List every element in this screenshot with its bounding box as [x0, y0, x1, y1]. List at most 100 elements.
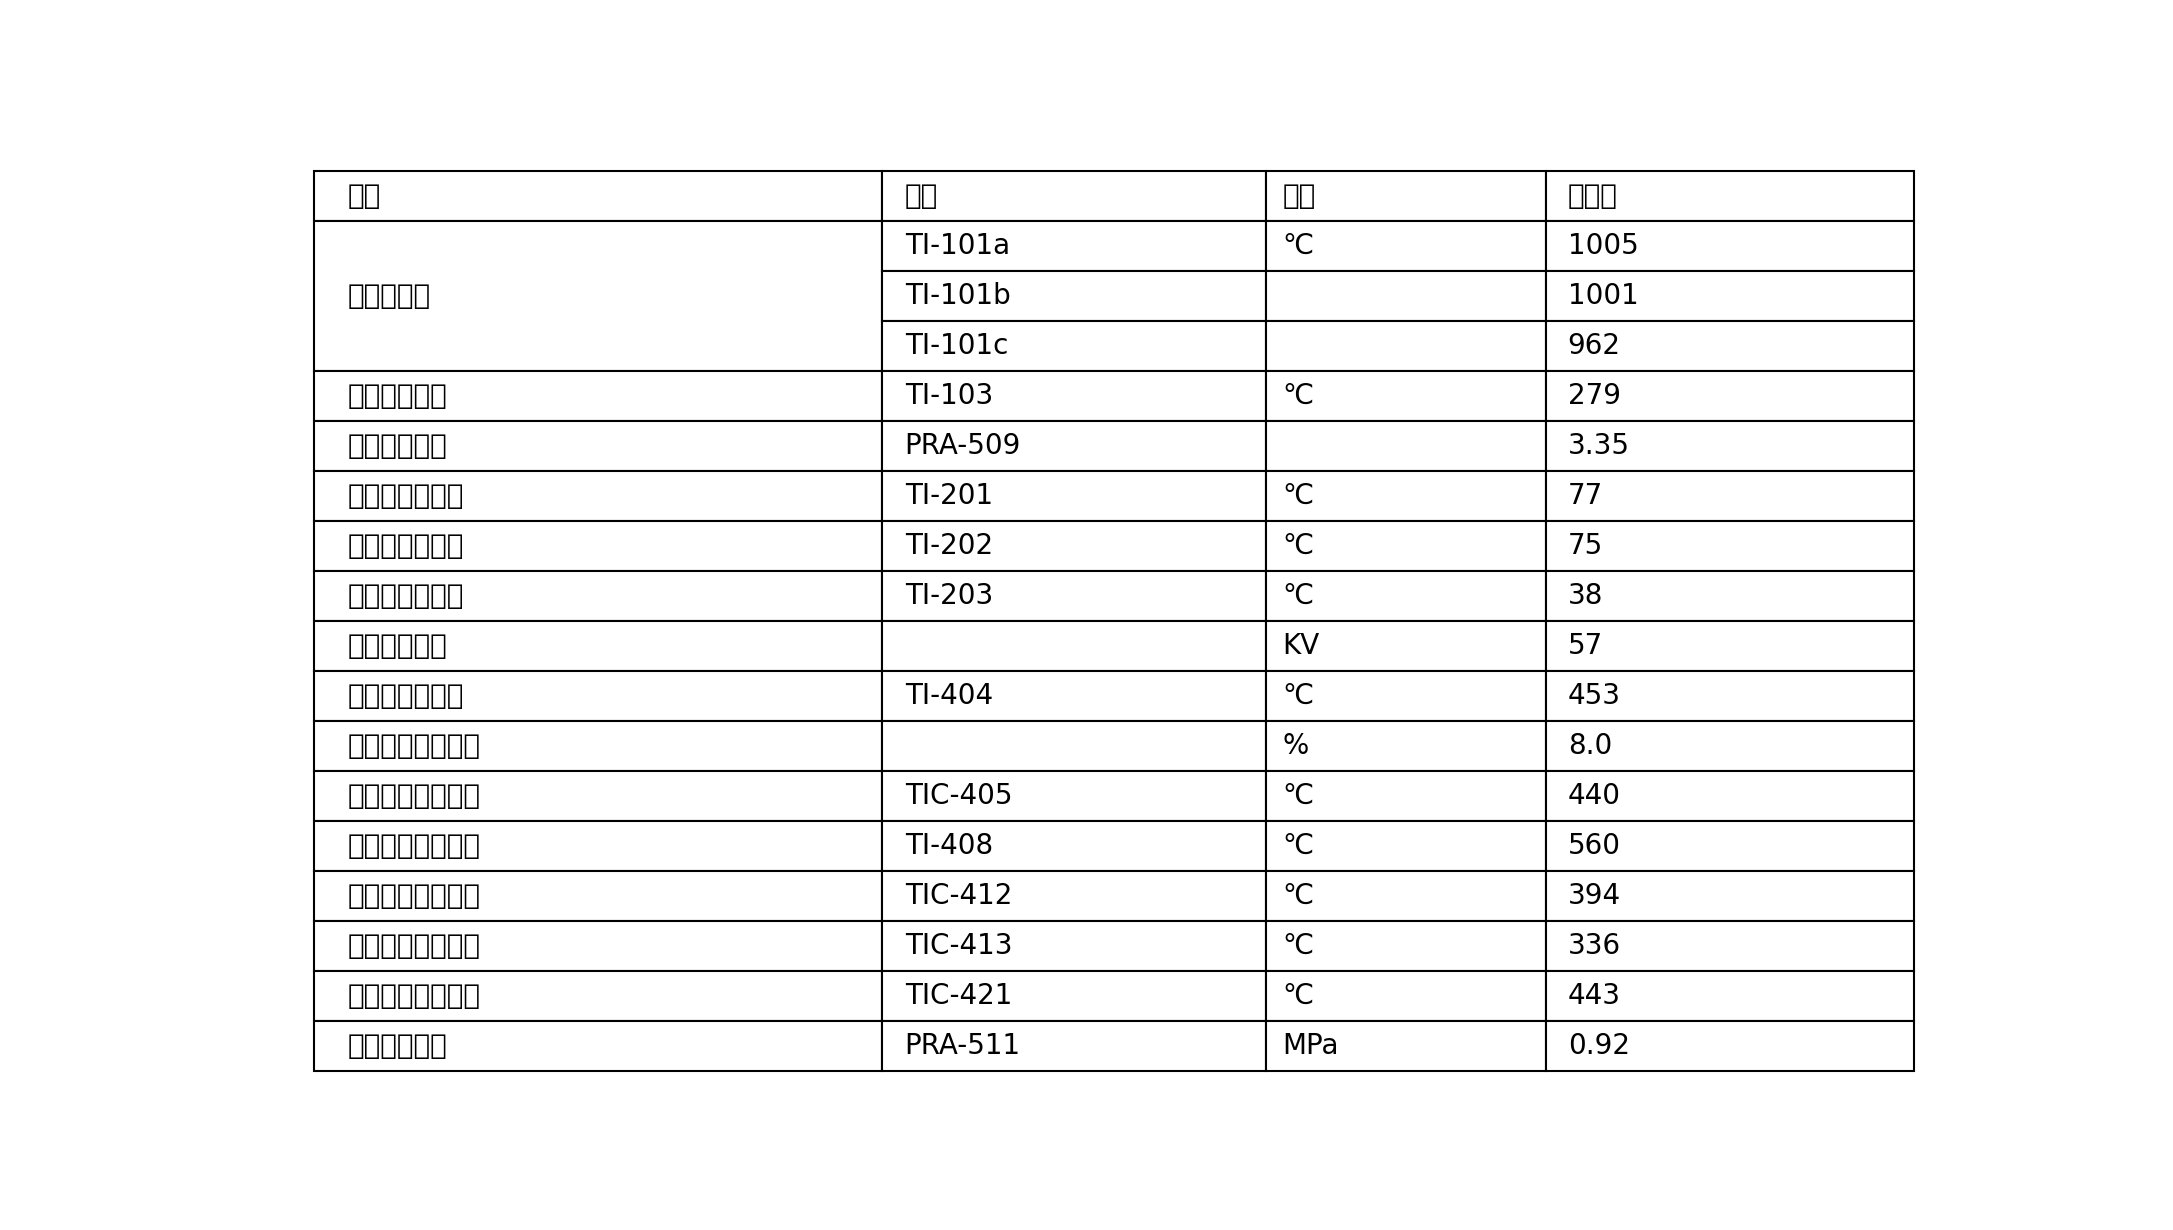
- Bar: [313, 471, 882, 522]
- Text: TIC-413: TIC-413: [904, 932, 1013, 961]
- Bar: [1545, 421, 1914, 471]
- Text: 裂解炉温度: 裂解炉温度: [348, 282, 430, 310]
- Bar: [882, 1021, 1265, 1071]
- Bar: [1265, 921, 1545, 970]
- Bar: [313, 621, 882, 672]
- Bar: [882, 421, 1265, 471]
- Bar: [313, 171, 882, 221]
- Bar: [882, 771, 1265, 822]
- Bar: [1545, 672, 1914, 721]
- Bar: [1545, 371, 1914, 421]
- Bar: [1265, 1021, 1545, 1071]
- Text: 单位: 单位: [1282, 182, 1315, 210]
- Bar: [882, 522, 1265, 571]
- Bar: [313, 421, 882, 471]
- Bar: [1265, 621, 1545, 672]
- Bar: [882, 672, 1265, 721]
- Text: ℃: ℃: [1282, 982, 1312, 1010]
- Bar: [1545, 221, 1914, 272]
- Bar: [1545, 871, 1914, 921]
- Bar: [1265, 672, 1545, 721]
- Text: 转化二段入口温度: 转化二段入口温度: [348, 882, 480, 910]
- Bar: [1265, 721, 1545, 771]
- Bar: [313, 1021, 882, 1071]
- Text: TI-101c: TI-101c: [904, 332, 1008, 360]
- Text: 转化一段入口气浓: 转化一段入口气浓: [348, 732, 480, 760]
- Bar: [313, 522, 882, 571]
- Bar: [313, 921, 882, 970]
- Text: 77: 77: [1567, 482, 1604, 510]
- Bar: [882, 871, 1265, 921]
- Bar: [1265, 171, 1545, 221]
- Bar: [1545, 721, 1914, 771]
- Text: KV: KV: [1282, 632, 1319, 661]
- Text: ℃: ℃: [1282, 482, 1312, 510]
- Bar: [882, 970, 1265, 1021]
- Bar: [882, 471, 1265, 522]
- Bar: [1265, 822, 1545, 871]
- Text: 0.92: 0.92: [1567, 1032, 1630, 1060]
- Text: 57: 57: [1567, 632, 1604, 661]
- Text: 标定值: 标定值: [1567, 182, 1617, 210]
- Bar: [1545, 1021, 1914, 1071]
- Text: TI-202: TI-202: [904, 533, 993, 560]
- Bar: [1545, 771, 1914, 822]
- Text: ℃: ℃: [1282, 882, 1312, 910]
- Text: TI-404: TI-404: [904, 683, 993, 710]
- Text: ℃: ℃: [1282, 232, 1312, 261]
- Text: 转化四段入口温度: 转化四段入口温度: [348, 982, 480, 1010]
- Bar: [1265, 272, 1545, 321]
- Bar: [1545, 522, 1914, 571]
- Text: 转化一段出口温度: 转化一段出口温度: [348, 831, 480, 860]
- Bar: [313, 721, 882, 771]
- Bar: [1545, 272, 1914, 321]
- Text: 3.35: 3.35: [1567, 432, 1630, 460]
- Text: 75: 75: [1567, 533, 1604, 560]
- Text: ℃: ℃: [1282, 683, 1312, 710]
- Bar: [1265, 970, 1545, 1021]
- Bar: [882, 171, 1265, 221]
- Bar: [313, 371, 882, 421]
- Text: TIC-412: TIC-412: [904, 882, 1013, 910]
- Bar: [1545, 171, 1914, 221]
- Bar: [1265, 871, 1545, 921]
- Bar: [313, 571, 882, 621]
- Bar: [1265, 371, 1545, 421]
- Text: 440: 440: [1567, 782, 1621, 811]
- Text: TI-101a: TI-101a: [904, 232, 1010, 261]
- Bar: [882, 371, 1265, 421]
- Bar: [1265, 771, 1545, 822]
- Bar: [1265, 522, 1545, 571]
- Text: ℃: ℃: [1282, 582, 1312, 610]
- Text: TI-101b: TI-101b: [904, 282, 1010, 310]
- Bar: [1265, 421, 1545, 471]
- Text: 453: 453: [1567, 683, 1621, 710]
- Text: 38: 38: [1567, 582, 1604, 610]
- Bar: [1545, 571, 1914, 621]
- Text: 一锅出口温度: 一锅出口温度: [348, 383, 448, 411]
- Text: 电雾二次电压: 电雾二次电压: [348, 632, 448, 661]
- Text: MPa: MPa: [1282, 1032, 1339, 1060]
- Text: TIC-405: TIC-405: [904, 782, 1013, 811]
- Text: 8.0: 8.0: [1567, 732, 1612, 760]
- Bar: [313, 771, 882, 822]
- Text: 混合器入口温度: 混合器入口温度: [348, 683, 465, 710]
- Bar: [1545, 921, 1914, 970]
- Bar: [313, 221, 882, 371]
- Text: 三锅汽包压力: 三锅汽包压力: [348, 1032, 448, 1060]
- Text: PRA-511: PRA-511: [904, 1032, 1021, 1060]
- Bar: [882, 321, 1265, 371]
- Bar: [1265, 571, 1545, 621]
- Text: %: %: [1282, 732, 1308, 760]
- Bar: [882, 822, 1265, 871]
- Text: ℃: ℃: [1282, 533, 1312, 560]
- Text: 一锅汽包压力: 一锅汽包压力: [348, 432, 448, 460]
- Text: 项目: 项目: [348, 182, 380, 210]
- Text: ℃: ℃: [1282, 932, 1312, 961]
- Bar: [313, 970, 882, 1021]
- Text: 间冷器出口温度: 间冷器出口温度: [348, 582, 465, 610]
- Bar: [882, 721, 1265, 771]
- Bar: [882, 221, 1265, 272]
- Bar: [882, 921, 1265, 970]
- Bar: [1545, 321, 1914, 371]
